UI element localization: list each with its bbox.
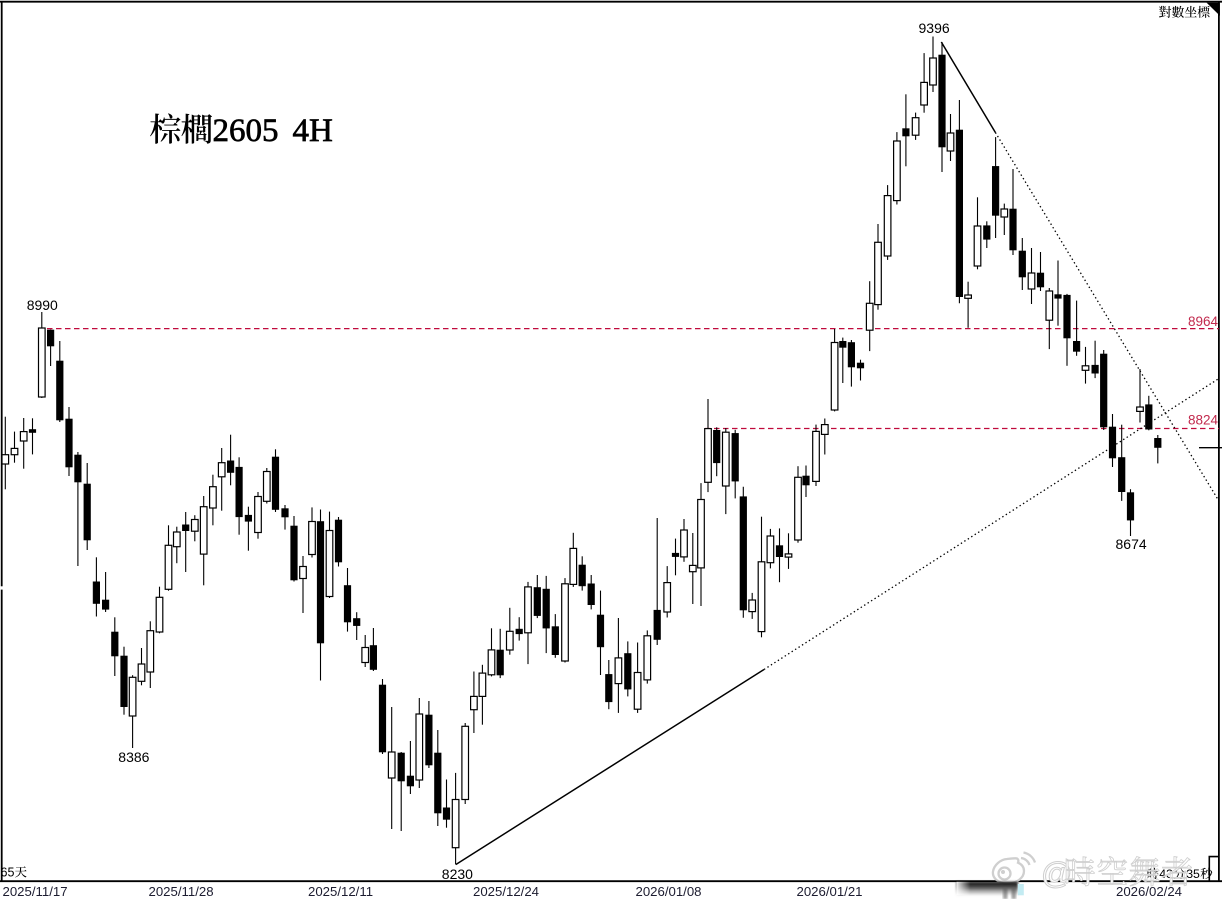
svg-text:2025/12/24: 2025/12/24 bbox=[473, 884, 539, 899]
svg-text:8386: 8386 bbox=[118, 749, 149, 765]
svg-text:9396: 9396 bbox=[919, 20, 950, 36]
svg-text:2025/11/17: 2025/11/17 bbox=[3, 884, 68, 899]
svg-text:2025/12/11: 2025/12/11 bbox=[308, 884, 373, 899]
svg-text:65: 65 bbox=[1, 866, 15, 880]
svg-text:2605: 2605 bbox=[213, 113, 279, 149]
svg-text:8990: 8990 bbox=[27, 297, 58, 313]
svg-text:8230: 8230 bbox=[442, 866, 473, 882]
svg-text:4H: 4H bbox=[293, 113, 333, 149]
svg-text:2026/01/21: 2026/01/21 bbox=[797, 884, 863, 899]
svg-text:35: 35 bbox=[1186, 867, 1200, 881]
svg-text:8674: 8674 bbox=[1116, 536, 1147, 552]
svg-text:8824: 8824 bbox=[1188, 413, 1219, 428]
svg-text:2026/01/08: 2026/01/08 bbox=[636, 884, 702, 899]
svg-text:2025/11/28: 2025/11/28 bbox=[149, 884, 214, 899]
svg-text:8964: 8964 bbox=[1188, 314, 1219, 329]
svg-text:2026/02/24: 2026/02/24 bbox=[1116, 884, 1182, 899]
